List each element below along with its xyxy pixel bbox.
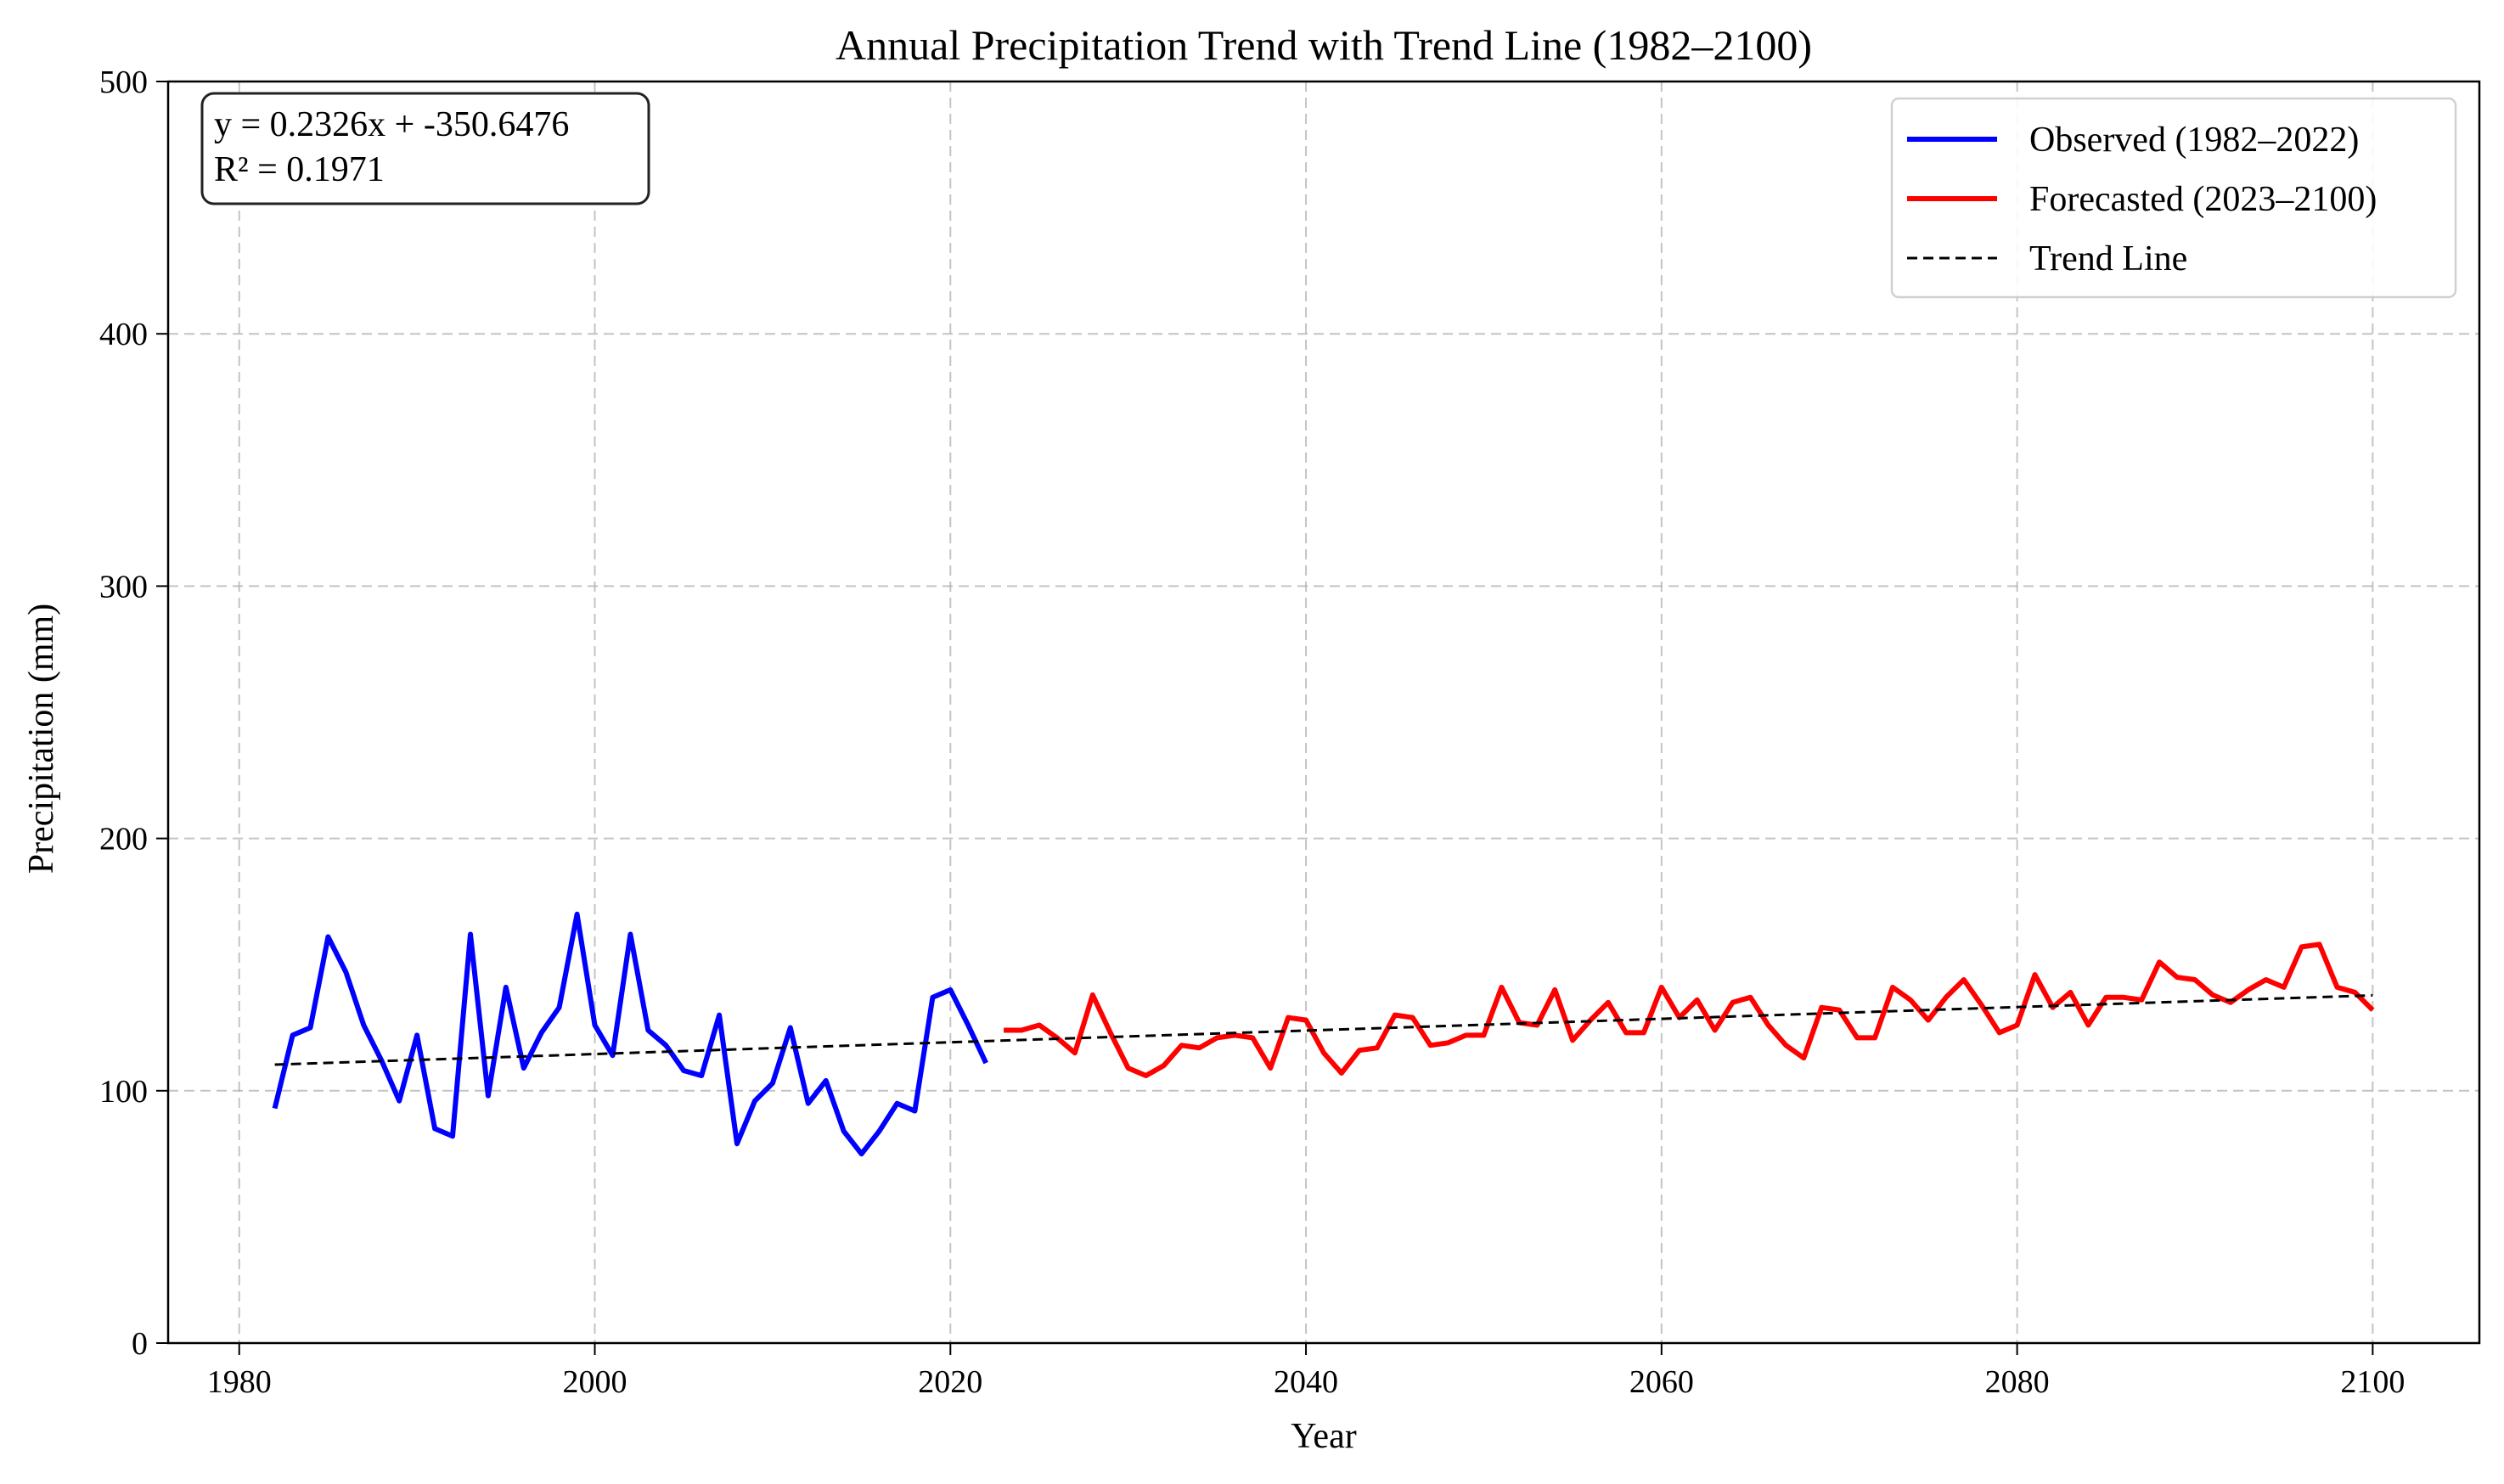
regression-annotation: y = 0.2326x + -350.6476 R² = 0.1971: [200, 92, 650, 205]
legend: Observed (1982–2022) Forecasted (2023–21…: [1890, 97, 2457, 299]
y-tick-label-500: 500: [99, 65, 148, 100]
series-line-observed: [272, 911, 988, 1157]
plot-frame: [166, 80, 2481, 1345]
y-tick-label-0: 0: [132, 1326, 148, 1362]
x-tick-label-2020: 2020: [918, 1364, 982, 1400]
regression-r2: R² = 0.1971: [214, 150, 385, 189]
x-tick-label-2000: 2000: [563, 1364, 627, 1400]
trend-line: [274, 993, 2373, 1066]
legend-label-trend: Trend Line: [2029, 239, 2187, 278]
y-tick-label-300: 300: [99, 569, 148, 604]
legend-label-observed: Observed (1982–2022): [2029, 121, 2359, 160]
regression-equation: y = 0.2326x + -350.6476: [214, 105, 569, 144]
y-tick-label-100: 100: [99, 1074, 148, 1110]
x-tick-label-2040: 2040: [1274, 1364, 1338, 1400]
x-tick-label-1980: 1980: [207, 1364, 272, 1400]
legend-label-forecasted: Forecasted (2023–2100): [2029, 180, 2377, 219]
series-layer: [272, 911, 2375, 1157]
x-tick-label-2100: 2100: [2340, 1364, 2405, 1400]
chart-title: Annual Precipitation Trend with Trend Li…: [836, 21, 1812, 69]
y-axis-label: Precipitation (mm): [22, 604, 61, 874]
x-tick-label-2080: 2080: [1985, 1364, 2050, 1400]
x-tick-label-2060: 2060: [1629, 1364, 1694, 1400]
y-tick-label-200: 200: [99, 822, 148, 857]
axis-ticks: 1980 2000 2020 2040 2060 2080 2100 0 100 200 300 40…: [99, 65, 2405, 1400]
x-axis-label: Year: [1291, 1417, 1356, 1456]
y-tick-label-400: 400: [99, 317, 148, 352]
series-line-forecasted: [1004, 942, 2375, 1078]
